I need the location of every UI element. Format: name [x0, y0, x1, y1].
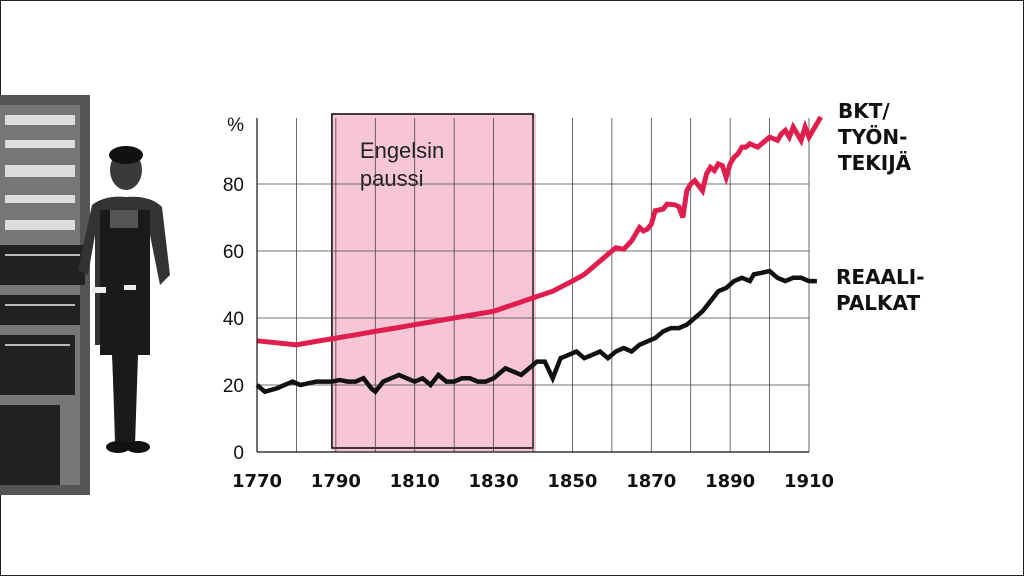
x-tick-label: 1790	[311, 471, 361, 492]
x-tick-label: 1870	[626, 471, 676, 492]
real-wages-line	[255, 268, 817, 395]
y-tick-label: 40	[223, 309, 244, 330]
x-tick-label: 1850	[547, 471, 597, 492]
series-label: BKT/	[838, 99, 890, 123]
engelsin-pause-label: paussi	[360, 166, 424, 191]
engelsin-pause-label: Engelsin	[360, 138, 444, 163]
series-label: PALKAT	[836, 291, 920, 315]
series-label: REAALI-	[836, 265, 925, 289]
y-axis-unit-label: %	[227, 115, 244, 136]
y-tick-label: 80	[223, 175, 244, 196]
series-label: TYÖN-	[838, 125, 907, 149]
worker-photo-image	[0, 95, 170, 495]
x-tick-label: 1770	[232, 471, 282, 492]
x-tick-label: 1830	[469, 471, 519, 492]
x-tick-label: 1910	[784, 471, 834, 492]
engelsin-pause-shading	[331, 114, 536, 452]
series-label: TEKIJÄ	[838, 151, 912, 175]
y-tick-label: 0	[233, 443, 244, 464]
x-tick-label: 1890	[705, 471, 755, 492]
y-tick-label: 60	[223, 242, 244, 263]
x-tick-label: 1810	[390, 471, 440, 492]
y-tick-label: 20	[223, 376, 244, 397]
gdp-per-worker-line	[256, 115, 823, 348]
